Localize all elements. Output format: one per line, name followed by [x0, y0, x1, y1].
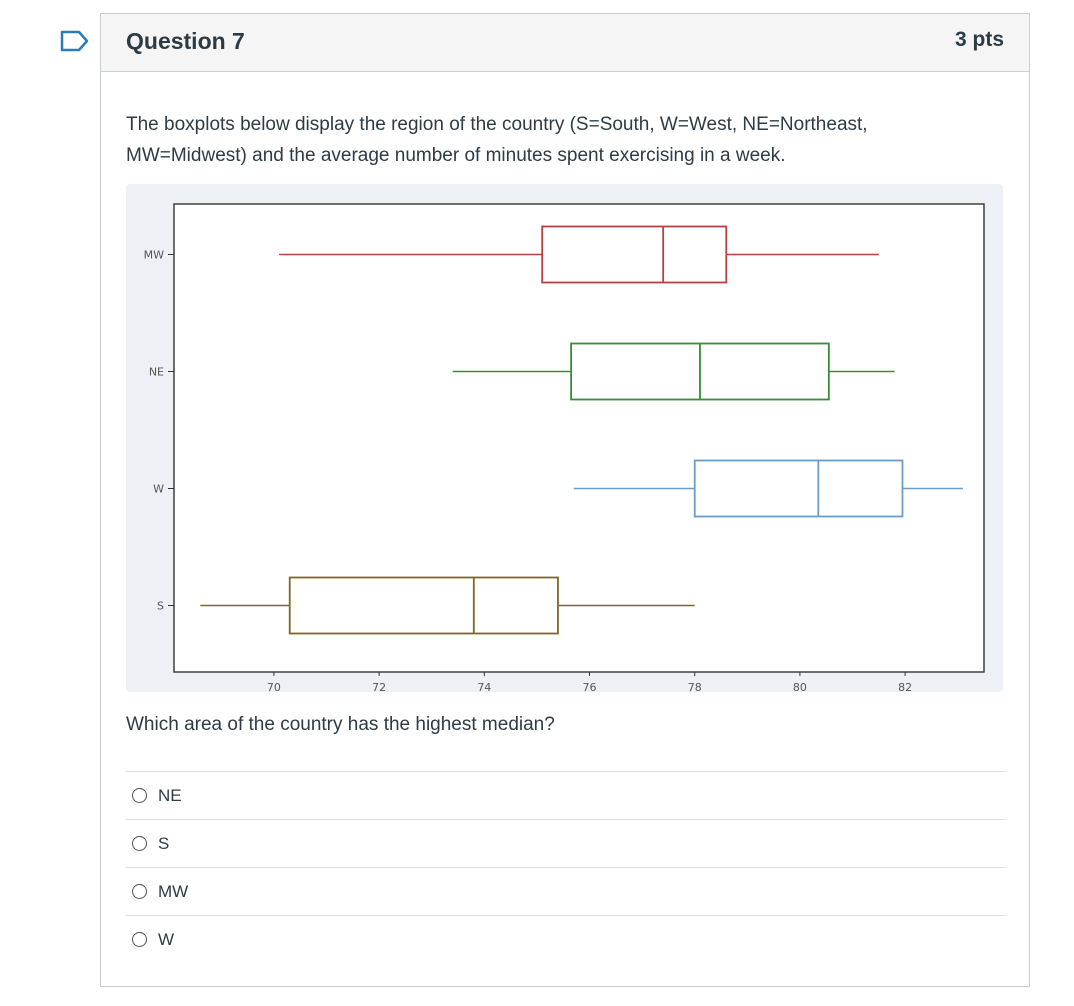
boxplot-chart: MW NE W S 70 72 74 76 78 80 82 [126, 184, 1003, 692]
radio-button[interactable] [132, 932, 147, 947]
question-title: Question 7 [126, 28, 245, 54]
x-tick-label: 70 [267, 681, 281, 692]
flag-question-button[interactable] [60, 29, 90, 53]
y-tick-label: S [157, 600, 164, 613]
plot-area [174, 204, 984, 672]
answer-label: NE [158, 785, 182, 805]
box [693, 459, 904, 518]
answer-option-mw[interactable]: MW [126, 867, 1006, 915]
answer-list: NE S MW W [126, 771, 1006, 963]
plot-frame [173, 203, 985, 673]
x-tick-label: 78 [688, 681, 702, 692]
question-header: Question 7 3 pts [101, 14, 1029, 72]
question-text: The boxplots below display the region of… [126, 114, 868, 166]
x-tick-label: 74 [477, 681, 491, 692]
flag-icon [60, 30, 89, 52]
answer-option-ne[interactable]: NE [126, 771, 1006, 819]
radio-button[interactable] [132, 788, 147, 803]
y-tick-label: W [153, 483, 164, 496]
x-tick-label: 80 [793, 681, 807, 692]
answer-option-w[interactable]: W [126, 915, 1006, 963]
boxplot-svg: MW NE W S 70 72 74 76 78 80 82 [144, 203, 985, 692]
y-tick-label: MW [144, 249, 164, 262]
x-tick-label: 76 [583, 681, 597, 692]
box [541, 225, 728, 284]
answer-label: MW [158, 881, 189, 901]
radio-button[interactable] [132, 836, 147, 851]
question-prompt: Which area of the country has the highes… [126, 714, 555, 735]
question-card: Question 7 3 pts The boxplots below disp… [100, 13, 1030, 987]
x-tick-label: 82 [898, 681, 912, 692]
y-tick-label: NE [149, 366, 164, 379]
question-points: 3 pts [954, 28, 1004, 51]
answer-label: S [158, 833, 170, 853]
box [288, 576, 559, 635]
answer-label: W [158, 929, 175, 949]
radio-button[interactable] [132, 884, 147, 899]
answer-option-s[interactable]: S [126, 819, 1006, 867]
x-tick-label: 72 [372, 681, 386, 692]
